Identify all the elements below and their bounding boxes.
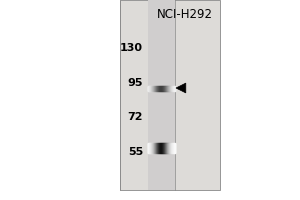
Text: NCI-H292: NCI-H292 xyxy=(157,8,213,21)
Polygon shape xyxy=(176,83,186,93)
Bar xyxy=(120,0,220,190)
Text: 95: 95 xyxy=(128,78,143,88)
Text: 130: 130 xyxy=(120,43,143,53)
Text: 72: 72 xyxy=(128,112,143,122)
Text: 55: 55 xyxy=(128,147,143,157)
Bar xyxy=(148,0,175,190)
